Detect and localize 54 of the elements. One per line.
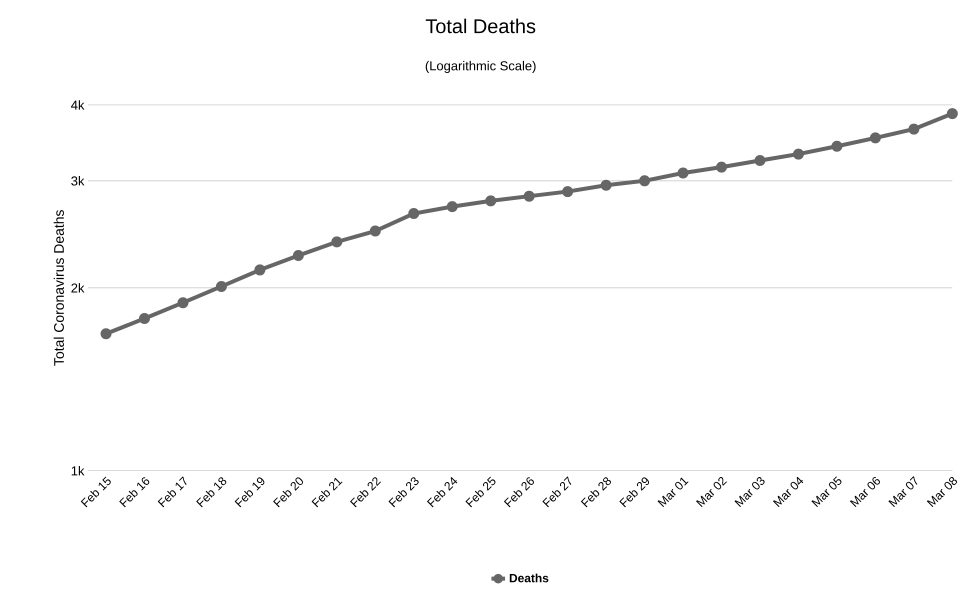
point bbox=[292, 250, 304, 262]
x-tick-label: Feb 18 bbox=[196, 477, 226, 508]
x-tick-label: Feb 17 bbox=[158, 476, 187, 508]
point bbox=[408, 208, 420, 220]
x-tick-label: Feb 19 bbox=[234, 478, 264, 508]
x-tick-label: Mar 05 bbox=[811, 476, 842, 508]
x-tick-label: Feb 24 bbox=[426, 477, 458, 508]
chart-title: Total Deaths bbox=[426, 18, 536, 34]
y-axis-title: Total Coronavirus Deaths bbox=[54, 210, 64, 366]
point bbox=[331, 236, 342, 248]
point bbox=[485, 196, 496, 207]
x-tick-label: Feb 20 bbox=[273, 478, 303, 508]
x-tick-label: Feb 28 bbox=[580, 477, 611, 508]
y-tick-label: 4k bbox=[71, 100, 84, 110]
point bbox=[639, 176, 650, 186]
x-tick-label: Feb 16 bbox=[119, 477, 150, 508]
x-tick-label: Mar 04 bbox=[772, 476, 804, 508]
x-tick-label: Feb 27 bbox=[542, 476, 572, 508]
x-tick-label: Feb 26 bbox=[504, 477, 534, 508]
y-tick-label: 3k bbox=[71, 176, 84, 186]
x-tick-label: Feb 21 bbox=[312, 478, 343, 508]
point bbox=[716, 162, 728, 173]
point bbox=[792, 148, 804, 160]
point bbox=[946, 108, 958, 120]
x-tick-label: Mar 02 bbox=[696, 477, 727, 508]
x-tick-label: Mar 08 bbox=[926, 477, 957, 508]
point bbox=[254, 264, 266, 276]
x-tick-label: Feb 22 bbox=[350, 477, 381, 508]
x-tick-label: Feb 25 bbox=[465, 476, 496, 508]
point bbox=[870, 132, 881, 144]
x-tick-label: Feb 23 bbox=[388, 477, 419, 508]
point bbox=[831, 140, 842, 152]
y-tick-label: 2k bbox=[71, 283, 84, 293]
x-tick-label: Mar 01 bbox=[658, 478, 689, 508]
point bbox=[754, 155, 766, 166]
point bbox=[600, 180, 612, 191]
x-tick-label: Mar 07 bbox=[888, 476, 918, 508]
point bbox=[678, 168, 689, 179]
point bbox=[524, 190, 535, 202]
x-tick-label: Mar 03 bbox=[734, 477, 765, 508]
point bbox=[138, 313, 150, 324]
point bbox=[446, 201, 458, 212]
point bbox=[370, 226, 381, 237]
point bbox=[562, 186, 574, 198]
point bbox=[100, 328, 112, 340]
y-tick-label: 1k bbox=[72, 466, 84, 476]
point bbox=[908, 124, 920, 135]
x-tick-label: Mar 06 bbox=[850, 477, 880, 508]
point bbox=[216, 281, 227, 292]
chart-subtitle: (Logarithmic Scale) bbox=[426, 61, 536, 74]
point bbox=[177, 297, 188, 308]
x-tick-label: Feb 15 bbox=[80, 476, 111, 508]
x-tick-label: Feb 29 bbox=[619, 478, 650, 508]
legend-label: Deaths bbox=[510, 574, 548, 583]
